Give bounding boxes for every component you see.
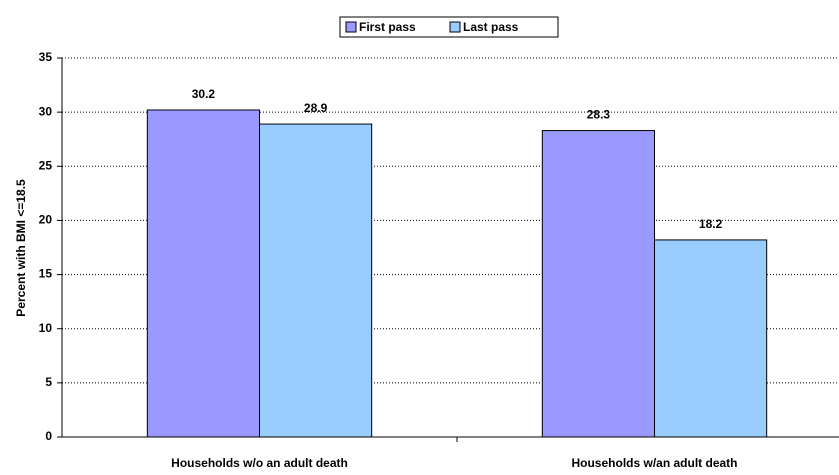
bar	[654, 239, 768, 438]
bar	[259, 123, 373, 438]
y-tick-label: 10	[39, 321, 53, 335]
y-tick-label: 25	[39, 158, 53, 172]
x-tick-label: Households w/an adult death	[571, 456, 737, 470]
bar	[541, 130, 656, 438]
y-tick-label: 15	[39, 267, 53, 281]
y-axis-label: Percent with BMI <=18.5	[14, 179, 28, 317]
data-label: 30.2	[192, 87, 216, 101]
data-label: 28.3	[587, 108, 611, 122]
legend-swatch	[345, 21, 357, 33]
data-label: 28.9	[304, 101, 328, 115]
y-tick-label: 5	[45, 375, 52, 389]
y-tick-label: 20	[39, 213, 53, 227]
legend-swatch	[449, 21, 461, 33]
y-tick-label: 35	[39, 50, 53, 64]
legend-label: First pass	[359, 20, 416, 34]
bar	[146, 109, 261, 438]
data-label: 18.2	[699, 217, 723, 231]
legend-label: Last pass	[463, 20, 519, 34]
y-tick-label: 0	[45, 429, 52, 443]
x-tick-label: Households w/o an adult death	[171, 456, 348, 470]
y-tick-label: 30	[39, 104, 53, 118]
legend-box	[339, 16, 559, 38]
